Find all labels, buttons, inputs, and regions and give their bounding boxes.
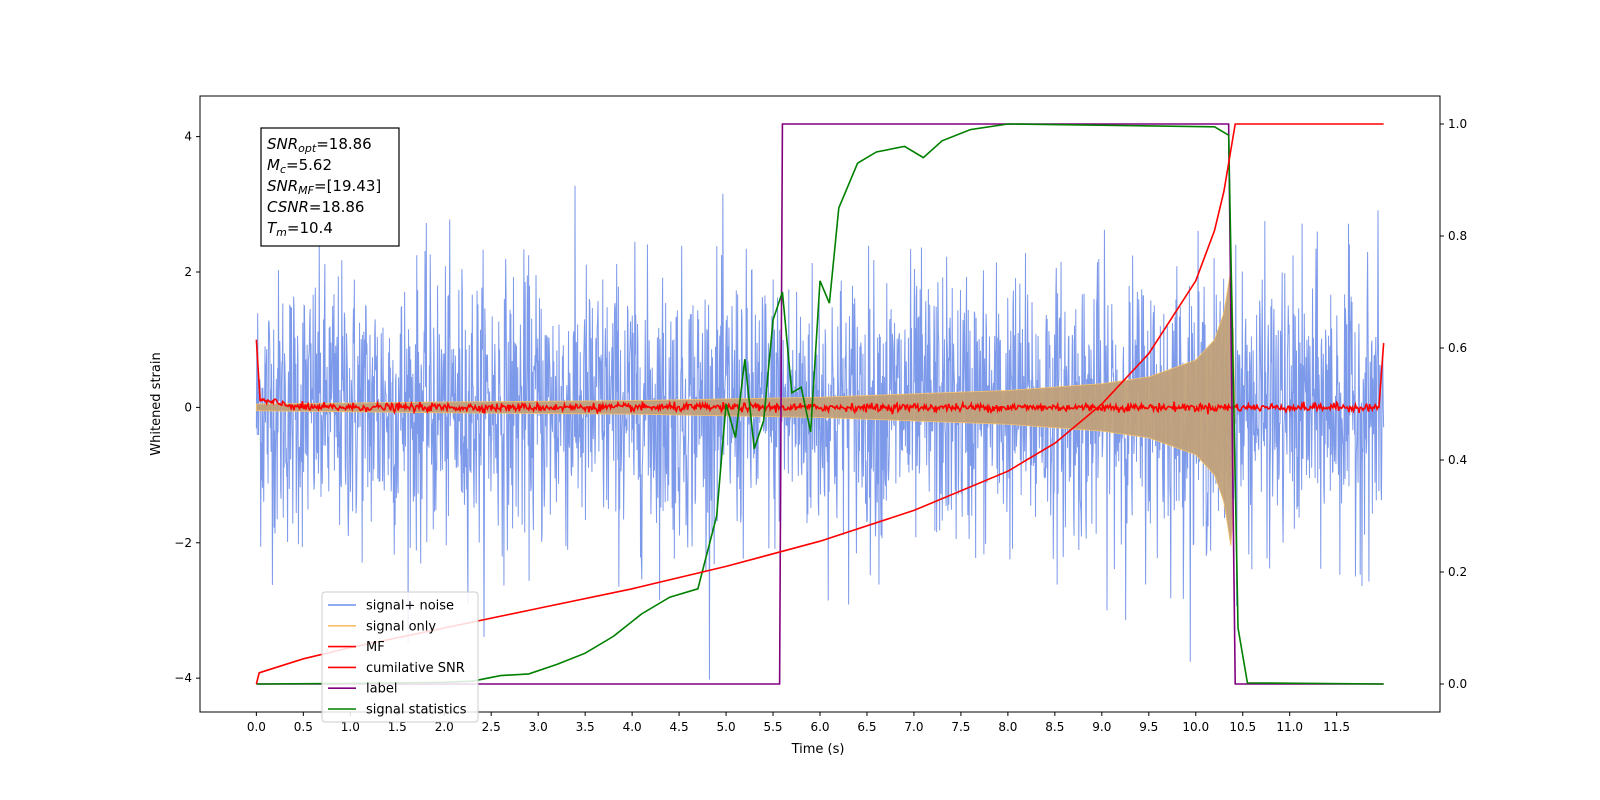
- legend-label: label: [366, 682, 397, 697]
- legend-label: signal only: [366, 619, 436, 634]
- legend-label: MF: [366, 640, 385, 655]
- x-tick-label: 5.0: [717, 720, 736, 734]
- series-mf: [255, 339, 1385, 415]
- annotation-line: Tm=10.4: [267, 219, 333, 239]
- y2-tick-label: 0.0: [1448, 677, 1467, 691]
- annotation-line: SNRMF=[19.43]: [267, 177, 381, 197]
- x-tick-label: 9.5: [1139, 720, 1158, 734]
- annotation-line: CSNR=18.86: [267, 198, 364, 216]
- x-tick-label: 9.0: [1092, 720, 1111, 734]
- x-tick-label: 7.5: [951, 720, 970, 734]
- legend-label: cumilative SNR: [366, 661, 465, 676]
- y2-tick-label: 0.2: [1448, 565, 1467, 579]
- y2-tick-label: 1.0: [1448, 117, 1467, 131]
- x-tick-label: 0.0: [247, 720, 266, 734]
- y-tick-label: 2: [184, 265, 192, 279]
- y2-tick-label: 0.4: [1448, 453, 1467, 467]
- y-axis-label: Whitened strain: [149, 352, 164, 455]
- x-tick-label: 5.5: [763, 720, 782, 734]
- x-tick-label: 0.5: [294, 720, 313, 734]
- x-axis-label: Time (s): [791, 742, 845, 757]
- annotation-line: Mc=5.62: [267, 156, 332, 176]
- x-tick-label: 8.5: [1045, 720, 1064, 734]
- annotation-box: SNRopt=18.86Mc=5.62SNRMF=[19.43]CSNR=18.…: [260, 127, 400, 247]
- legend: signal+ noise signal only MF cumilative SNR…: [321, 591, 479, 723]
- annotation-frame: [260, 127, 400, 247]
- x-tick-label: 10.0: [1182, 720, 1209, 734]
- y-tick-label: 0: [184, 400, 192, 414]
- x-tick-label: 8.0: [998, 720, 1017, 734]
- legend-frame: [321, 591, 479, 723]
- y-tick-label: 4: [184, 130, 192, 144]
- legend-label: signal+ noise: [366, 599, 454, 614]
- x-tick-label: 3.0: [529, 720, 548, 734]
- x-tick-label: 1.5: [388, 720, 407, 734]
- y-tick-label: −4: [174, 671, 192, 685]
- x-tick-label: 3.5: [576, 720, 595, 734]
- x-axis-ticks: 0.0 0.5 1.0 1.5 2.0 2.5 3.0 3.5 4.0 4.5 5.0 5.5 6.0 6…: [247, 712, 1350, 734]
- y2-axis-ticks: 0.0 0.2 0.4 0.6 0.8 1.0: [1440, 117, 1467, 691]
- legend-label: signal statistics: [366, 703, 467, 718]
- x-tick-label: 4.5: [670, 720, 689, 734]
- series-signal-statistics: [256, 123, 1384, 685]
- x-tick-label: 11.0: [1276, 720, 1303, 734]
- x-tick-label: 2.0: [435, 720, 454, 734]
- x-tick-label: 4.0: [623, 720, 642, 734]
- y2-tick-label: 0.6: [1448, 341, 1467, 355]
- x-tick-label: 11.5: [1323, 720, 1350, 734]
- x-tick-label: 6.5: [857, 720, 876, 734]
- x-tick-label: 2.5: [482, 720, 501, 734]
- y-axis-ticks: −4 −2 0 2 4: [174, 130, 200, 685]
- annotation-line: SNRopt=18.86: [267, 135, 372, 155]
- x-tick-label: 6.0: [810, 720, 829, 734]
- y-tick-label: −2: [174, 536, 192, 550]
- x-tick-label: 7.0: [904, 720, 923, 734]
- y2-tick-label: 0.8: [1448, 229, 1467, 243]
- x-tick-label: 10.5: [1229, 720, 1256, 734]
- x-tick-label: 1.0: [341, 720, 360, 734]
